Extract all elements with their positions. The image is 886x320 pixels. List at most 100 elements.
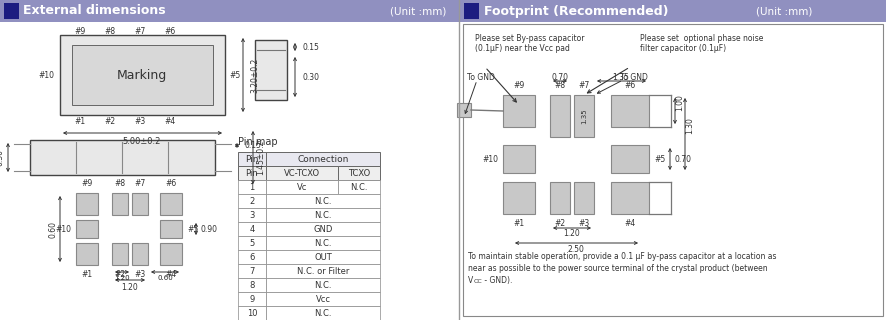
Text: #10: #10 xyxy=(55,225,71,234)
Text: N.C. or Filter: N.C. or Filter xyxy=(297,267,349,276)
Bar xyxy=(610,182,649,214)
Bar xyxy=(112,243,128,265)
Bar xyxy=(549,95,570,137)
Bar xyxy=(237,278,266,292)
Text: N.C.: N.C. xyxy=(350,182,368,191)
Text: 1.45±0.2: 1.45±0.2 xyxy=(256,140,265,175)
Bar xyxy=(72,45,213,105)
Text: 1.20: 1.20 xyxy=(114,275,129,281)
Text: (Unit :mm): (Unit :mm) xyxy=(755,6,812,16)
Text: Pin: Pin xyxy=(245,169,258,178)
Bar xyxy=(254,40,287,100)
Bar xyxy=(266,264,379,278)
Text: #4: #4 xyxy=(165,270,176,279)
Bar xyxy=(76,193,97,215)
Text: N.C.: N.C. xyxy=(314,211,331,220)
Bar xyxy=(266,236,379,250)
Bar xyxy=(132,193,148,215)
Bar xyxy=(237,250,266,264)
Bar xyxy=(502,182,534,214)
Text: #1: #1 xyxy=(513,219,524,228)
Text: #2: #2 xyxy=(105,116,115,125)
Bar xyxy=(237,306,266,320)
Text: N.C.: N.C. xyxy=(314,281,331,290)
Text: GND: GND xyxy=(313,225,332,234)
Text: TCXO: TCXO xyxy=(347,169,369,178)
Text: Footprint (Recommended): Footprint (Recommended) xyxy=(484,4,668,18)
Text: #5: #5 xyxy=(229,70,240,79)
Bar xyxy=(463,3,478,19)
Text: #3: #3 xyxy=(134,270,145,279)
Text: Connection: Connection xyxy=(297,155,348,164)
Bar xyxy=(266,180,338,194)
Text: #1: #1 xyxy=(74,116,85,125)
Bar xyxy=(573,95,594,137)
Text: #3: #3 xyxy=(134,116,145,125)
Text: (Unit :mm): (Unit :mm) xyxy=(390,6,446,16)
Text: 3: 3 xyxy=(249,211,254,220)
Bar xyxy=(237,236,266,250)
Text: N.C.: N.C. xyxy=(314,308,331,317)
Bar xyxy=(338,166,379,180)
Text: 7: 7 xyxy=(249,267,254,276)
Text: 0.30: 0.30 xyxy=(303,73,320,82)
Text: 0.90: 0.90 xyxy=(201,225,218,234)
Text: Vc: Vc xyxy=(297,182,307,191)
Bar xyxy=(76,220,97,238)
Bar xyxy=(4,3,19,19)
Bar xyxy=(237,222,266,236)
Text: 0.15: 0.15 xyxy=(245,140,261,149)
Bar xyxy=(266,152,379,166)
Text: #2: #2 xyxy=(114,270,126,279)
Text: #6: #6 xyxy=(164,27,175,36)
Bar xyxy=(30,140,214,175)
Text: 10: 10 xyxy=(246,308,257,317)
Text: #8: #8 xyxy=(114,179,126,188)
Bar xyxy=(266,292,379,306)
Text: - GND).: - GND). xyxy=(481,276,512,285)
Bar xyxy=(549,182,570,214)
Bar xyxy=(266,208,379,222)
Bar xyxy=(0,0,460,22)
Text: 1.20: 1.20 xyxy=(121,283,138,292)
Text: #8: #8 xyxy=(105,27,115,36)
Text: 0.60: 0.60 xyxy=(49,220,58,237)
Text: OUT: OUT xyxy=(314,252,331,261)
Bar xyxy=(266,222,379,236)
Text: 0.60: 0.60 xyxy=(157,275,173,281)
Text: 4: 4 xyxy=(249,225,254,234)
Text: #6: #6 xyxy=(624,81,635,90)
Text: 5.00±0.2: 5.00±0.2 xyxy=(122,138,161,147)
Text: 2.50: 2.50 xyxy=(567,244,584,253)
Text: #3: #3 xyxy=(578,219,589,228)
Bar xyxy=(237,180,266,194)
Text: (0.1μF) near the Vcc pad: (0.1μF) near the Vcc pad xyxy=(475,44,569,53)
Bar xyxy=(460,0,886,22)
Bar xyxy=(266,278,379,292)
Text: To GND: To GND xyxy=(466,73,494,82)
Bar xyxy=(266,194,379,208)
Text: #7: #7 xyxy=(134,27,145,36)
Text: 0.30: 0.30 xyxy=(0,148,4,165)
Text: 1: 1 xyxy=(249,182,254,191)
Text: #9: #9 xyxy=(82,179,92,188)
Text: 0.15: 0.15 xyxy=(303,43,320,52)
Bar xyxy=(112,193,128,215)
Text: #10: #10 xyxy=(38,70,54,79)
Text: 0.70: 0.70 xyxy=(674,155,691,164)
Text: To maintain stable operation, provide a 0.1 μF by-pass capacitor at a location a: To maintain stable operation, provide a … xyxy=(468,252,775,261)
Text: 1.35: 1.35 xyxy=(612,73,629,82)
Text: #8: #8 xyxy=(554,81,565,90)
Text: #5: #5 xyxy=(653,155,664,164)
Bar xyxy=(266,306,379,320)
Text: 1.20: 1.20 xyxy=(563,229,579,238)
Bar xyxy=(159,193,182,215)
Bar xyxy=(237,292,266,306)
Text: 3.20±0.2: 3.20±0.2 xyxy=(250,57,260,92)
Text: 5: 5 xyxy=(249,238,254,247)
Text: #6: #6 xyxy=(165,179,176,188)
Text: #9: #9 xyxy=(513,81,524,90)
Text: N.C.: N.C. xyxy=(314,238,331,247)
Text: #9: #9 xyxy=(74,27,86,36)
Bar xyxy=(159,243,182,265)
